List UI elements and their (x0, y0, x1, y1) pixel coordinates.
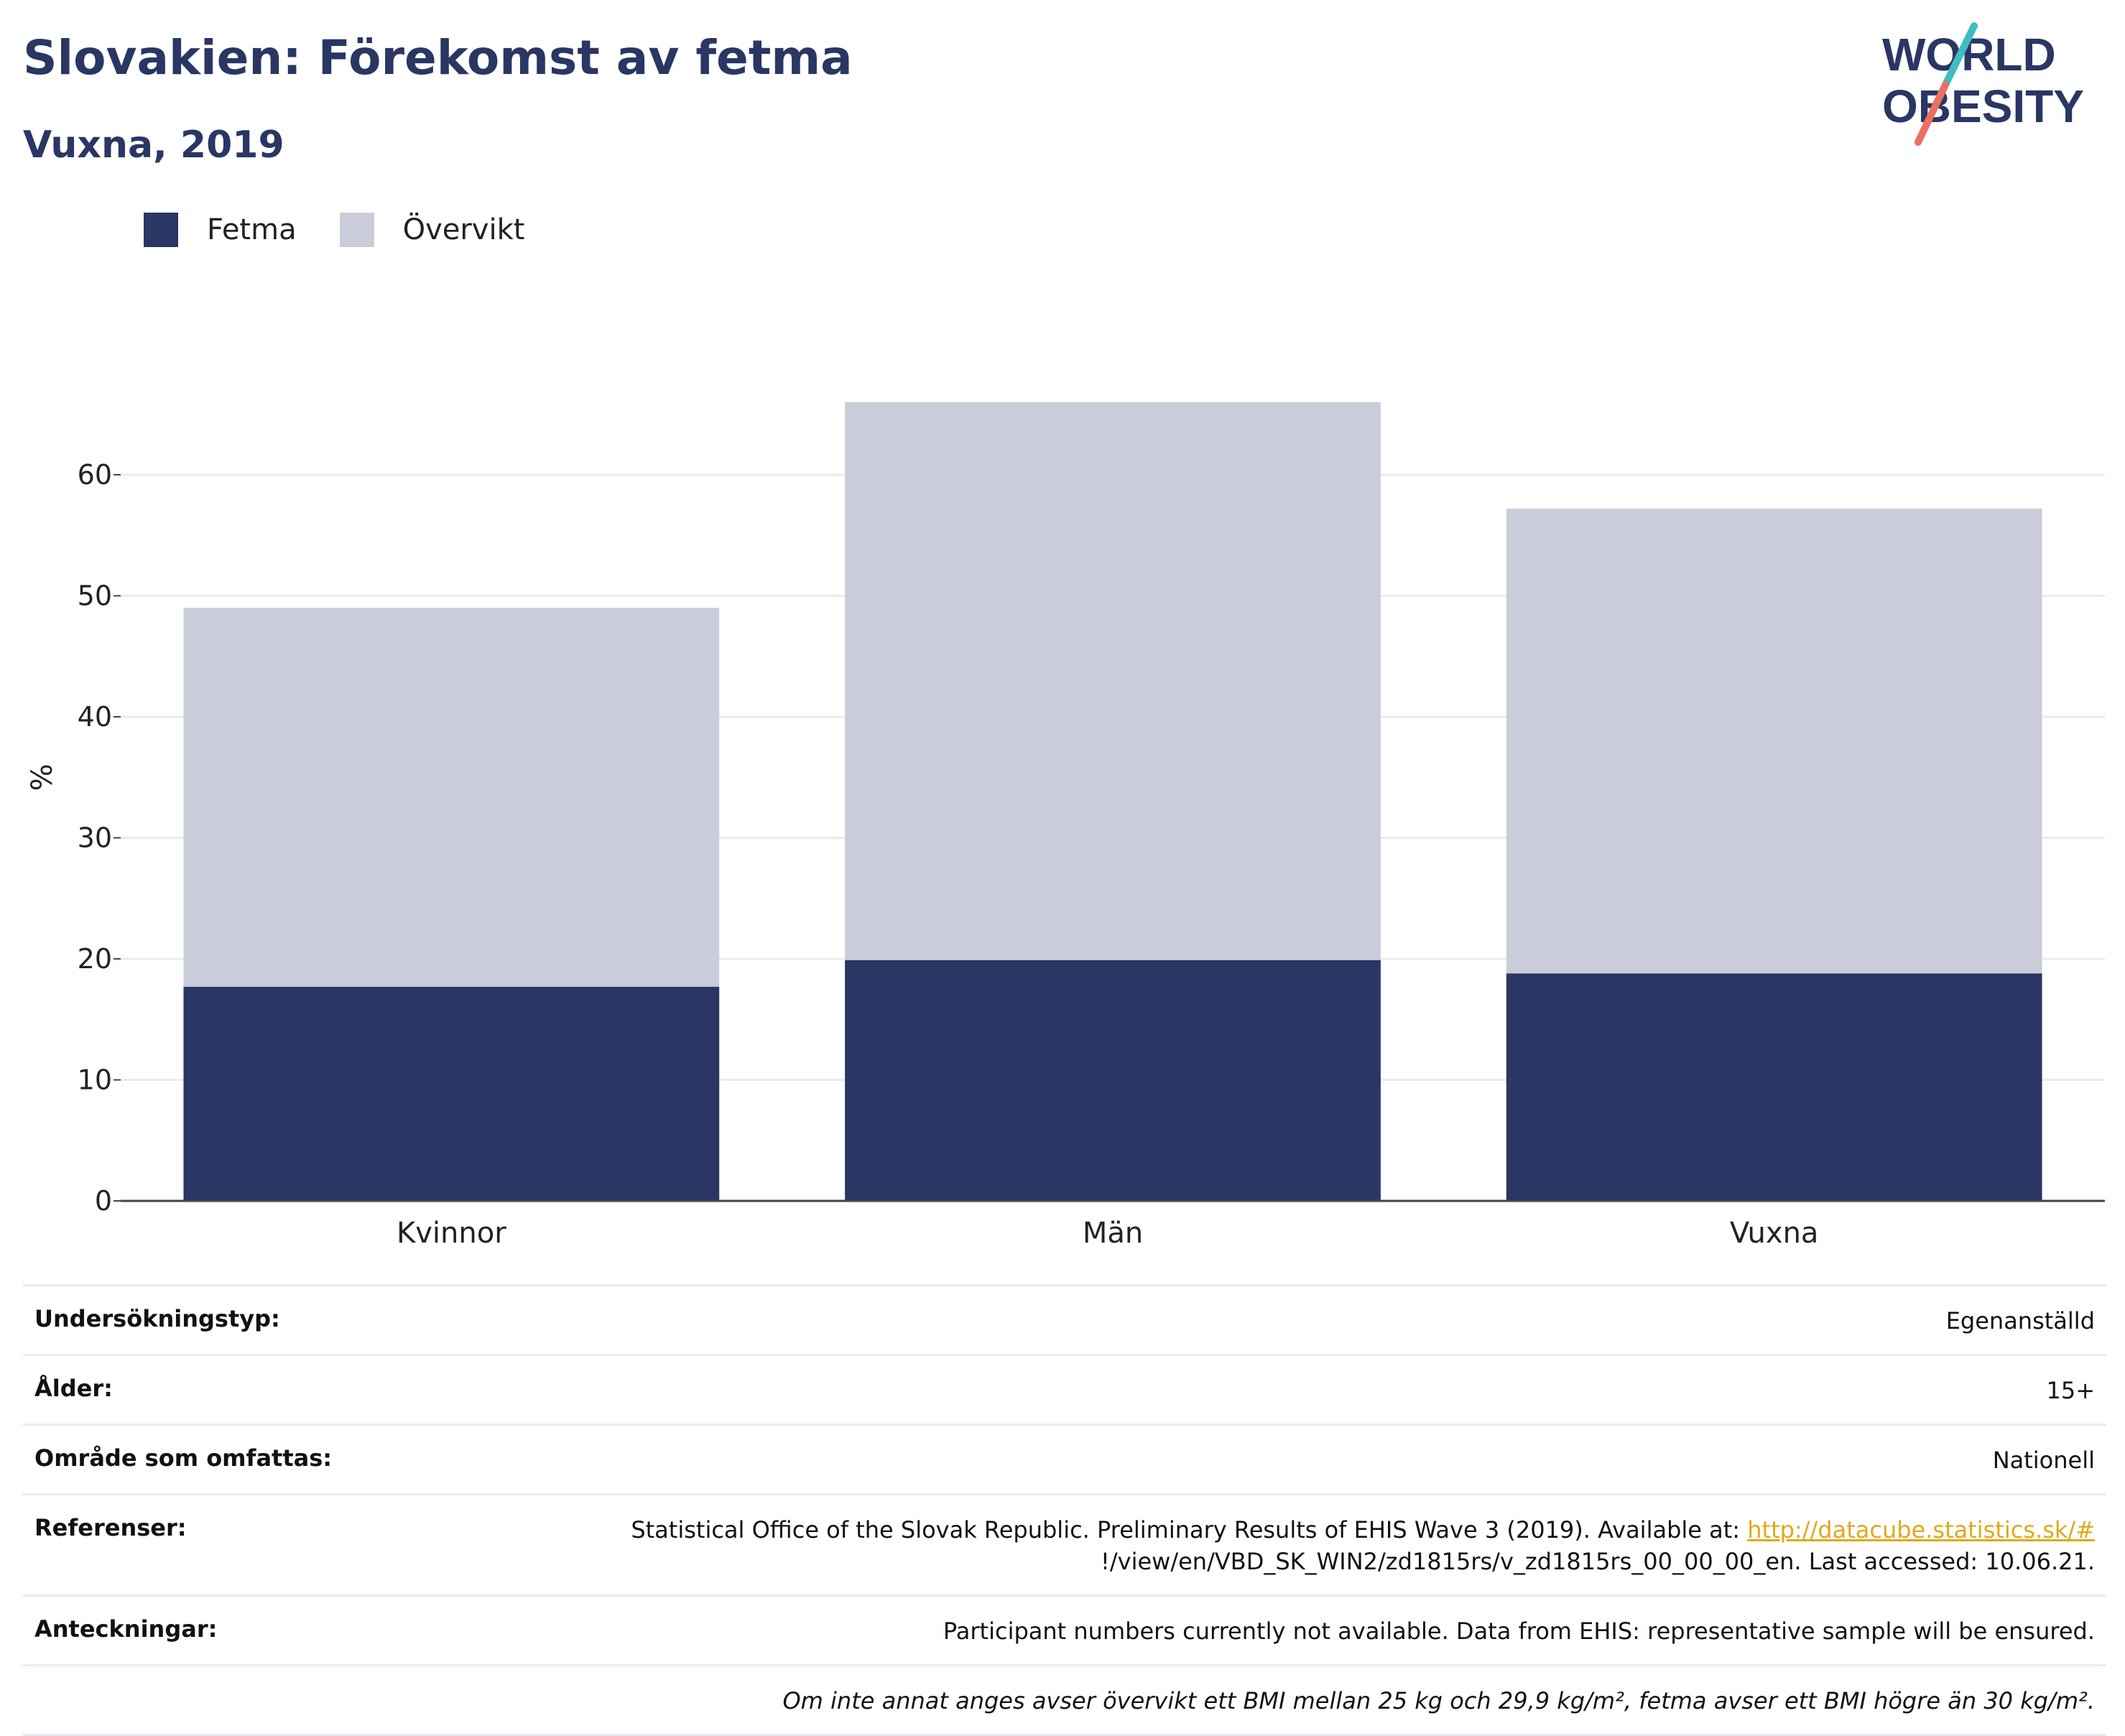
info-label-references: Referenser: (34, 1514, 187, 1541)
chart-subtitle: Vuxna, 2019 (23, 124, 284, 167)
logo-text-obesity: OBESITY (1882, 80, 2084, 132)
info-label-survey-type: Undersökningstyp: (34, 1305, 280, 1332)
y-tick-label: 30 (78, 822, 112, 854)
y-tick-label: 40 (78, 701, 112, 733)
y-axis-label: % (26, 763, 59, 791)
info-value-references: Statistical Office of the Slovak Republi… (631, 1514, 2095, 1577)
info-row-survey-type: Undersökningstyp: Egenanställd (23, 1284, 2106, 1354)
stacked-bar-chart: 0 10 20 30 40 50 60% Kvinnor Män Vuxna (26, 401, 2105, 1250)
legend-label-overvikt: Övervikt (402, 213, 525, 246)
y-tick-label: 60 (78, 459, 112, 491)
world-obesity-logo: WORLD OBESITY (1882, 22, 2084, 146)
y-tick-label: 20 (78, 943, 112, 975)
info-value-area: Nationell (1992, 1447, 2095, 1474)
logo-slash-teal (1942, 22, 1978, 88)
bar-overvikt-vuxna (1506, 509, 2042, 974)
info-label-area: Område som omfattas: (34, 1444, 333, 1472)
x-tick-label: Män (1083, 1217, 1143, 1250)
legend-swatch-fetma (144, 213, 178, 247)
bar-fetma-män (845, 960, 1381, 1201)
y-tick-label: 0 (95, 1185, 112, 1217)
info-label-notes: Anteckningar: (34, 1615, 218, 1643)
footnote-text: Om inte annat anges avser övervikt ett B… (782, 1687, 2095, 1714)
chart-legend: Fetma Övervikt (144, 213, 568, 247)
logo-slash-coral (1915, 81, 1949, 146)
info-row-footnote: Om inte annat anges avser övervikt ett B… (23, 1664, 2106, 1736)
legend-label-fetma: Fetma (207, 213, 297, 246)
info-label-age: Ålder: (34, 1375, 113, 1402)
reference-text-continued: !/view/en/VBD_SK_WIN2/zd1815rs/v_zd1815r… (1101, 1548, 2095, 1575)
bar-overvikt-kvinnor (183, 608, 720, 987)
reference-link[interactable]: http://datacube.statistics.sk/# (1747, 1516, 2095, 1544)
x-tick-label: Kvinnor (397, 1217, 506, 1250)
bar-overvikt-män (845, 401, 1381, 960)
bar-fetma-vuxna (1506, 973, 2042, 1201)
info-table: Undersökningstyp: Egenanställd Ålder: 15… (23, 1284, 2106, 1736)
legend-item-fetma[interactable]: Fetma (144, 213, 297, 247)
y-tick-label: 50 (78, 580, 112, 612)
chart-title: Slovakien: Förekomst av fetma (23, 30, 853, 85)
legend-item-overvikt[interactable]: Övervikt (339, 213, 525, 247)
info-value-notes: Participant numbers currently not availa… (943, 1617, 2095, 1645)
info-row-area: Område som omfattas: Nationell (23, 1424, 2106, 1493)
y-tick-label: 10 (78, 1064, 112, 1096)
info-value-survey-type: Egenanställd (1945, 1307, 2095, 1335)
bar-fetma-kvinnor (183, 986, 720, 1201)
info-row-references: Referenser: Statistical Office of the Sl… (23, 1493, 2106, 1595)
x-tick-label: Vuxna (1730, 1217, 1819, 1250)
info-row-age: Ålder: 15+ (23, 1354, 2106, 1424)
reference-text: Statistical Office of the Slovak Republi… (631, 1516, 1748, 1544)
legend-swatch-overvikt (339, 213, 374, 247)
info-value-age: 15+ (2046, 1377, 2095, 1404)
info-row-notes: Anteckningar: Participant numbers curren… (23, 1595, 2106, 1664)
